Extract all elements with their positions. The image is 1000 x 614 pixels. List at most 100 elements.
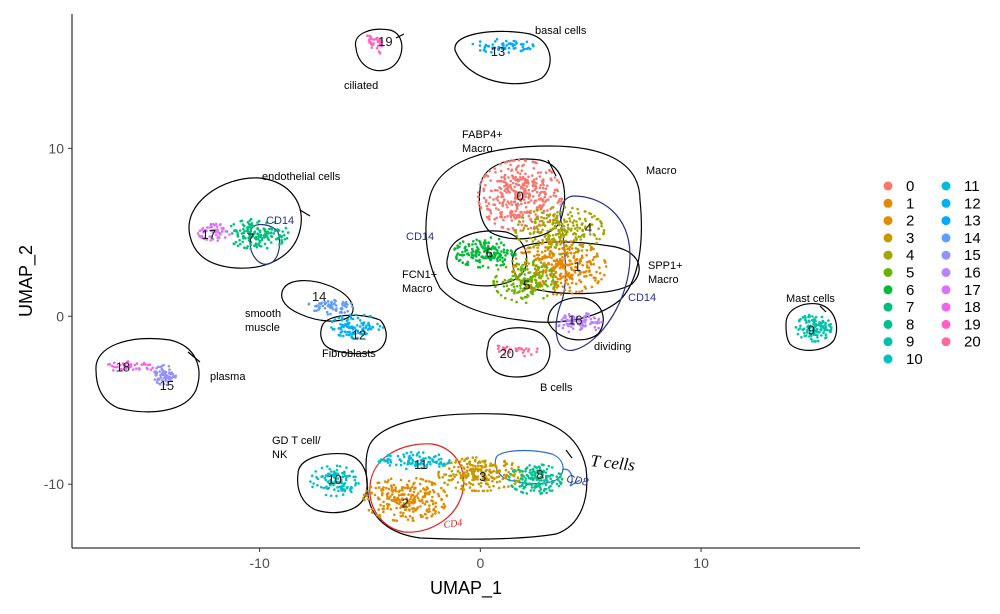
data-point	[482, 476, 486, 480]
data-point	[594, 279, 597, 282]
data-point	[362, 321, 366, 324]
data-point	[407, 479, 411, 483]
data-point	[507, 287, 511, 291]
data-point	[380, 493, 384, 497]
data-point	[525, 483, 528, 487]
data-point	[369, 40, 372, 44]
data-point	[472, 240, 475, 243]
data-point	[388, 464, 392, 467]
cluster-8-points	[508, 463, 564, 495]
data-point	[477, 191, 480, 194]
data-point	[534, 187, 538, 190]
data-point	[486, 174, 490, 178]
data-point	[454, 461, 457, 464]
outline-mast-tick	[819, 305, 827, 313]
data-point	[510, 168, 514, 171]
data-point	[590, 223, 594, 226]
data-point	[484, 463, 487, 467]
data-point	[466, 465, 470, 469]
data-point	[463, 467, 466, 471]
data-point	[531, 292, 534, 296]
data-point	[331, 474, 335, 478]
data-point	[377, 515, 381, 518]
data-point	[505, 44, 509, 47]
data-point	[799, 324, 802, 328]
data-point	[339, 475, 342, 479]
data-point	[557, 181, 561, 184]
data-point	[531, 184, 535, 187]
data-point	[498, 258, 502, 262]
data-point	[536, 228, 540, 231]
data-point	[538, 258, 542, 261]
data-point	[543, 195, 546, 199]
data-point	[485, 478, 489, 482]
legend-label: 15	[964, 247, 981, 264]
data-point	[477, 265, 480, 269]
data-point	[427, 491, 431, 495]
data-point	[545, 477, 548, 481]
data-point	[395, 463, 398, 467]
data-point	[540, 250, 544, 254]
data-point	[322, 486, 326, 490]
data-point	[514, 190, 518, 193]
data-point	[589, 212, 593, 216]
data-point	[437, 458, 441, 461]
data-point	[267, 238, 271, 242]
data-point	[375, 513, 379, 517]
data-point	[164, 376, 167, 380]
data-point	[345, 305, 348, 309]
data-point	[317, 308, 320, 312]
data-point	[510, 467, 513, 470]
data-point	[510, 203, 514, 206]
data-point	[534, 184, 537, 187]
data-point	[512, 47, 516, 50]
data-point	[133, 363, 137, 367]
data-point	[500, 176, 503, 179]
data-point	[525, 264, 529, 268]
data-point	[368, 324, 372, 328]
data-point	[245, 229, 249, 233]
outline-ciliated-tail	[395, 33, 405, 39]
data-point	[533, 278, 537, 282]
data-point	[570, 292, 574, 295]
data-point	[258, 234, 262, 237]
data-point	[585, 274, 588, 278]
data-point	[812, 321, 816, 325]
data-point	[491, 43, 495, 46]
data-point	[509, 347, 512, 351]
data-point	[561, 232, 564, 236]
data-point	[526, 179, 529, 182]
data-point	[499, 294, 503, 297]
data-point	[577, 317, 581, 321]
data-point	[412, 519, 415, 522]
data-point	[478, 260, 482, 264]
data-point	[536, 469, 539, 472]
data-point	[513, 482, 517, 486]
data-point	[569, 320, 572, 323]
data-point	[558, 277, 562, 281]
data-point	[511, 159, 514, 162]
data-point	[429, 462, 432, 466]
data-point	[335, 464, 339, 468]
data-point	[461, 261, 465, 265]
data-point	[411, 485, 414, 489]
data-point	[474, 467, 478, 471]
data-point	[486, 246, 490, 249]
data-point	[242, 235, 246, 238]
data-point	[552, 191, 556, 195]
data-point	[541, 238, 544, 242]
data-point	[539, 261, 543, 264]
data-point	[479, 481, 483, 485]
data-point	[490, 189, 493, 193]
data-point	[495, 263, 498, 267]
data-point	[423, 488, 427, 491]
data-point	[208, 226, 211, 229]
data-point	[811, 315, 814, 318]
data-point	[505, 251, 508, 255]
data-point	[489, 236, 493, 239]
data-point	[527, 271, 530, 275]
data-point	[477, 482, 481, 486]
data-point	[551, 234, 555, 237]
data-point	[588, 222, 592, 226]
data-point	[285, 237, 289, 240]
